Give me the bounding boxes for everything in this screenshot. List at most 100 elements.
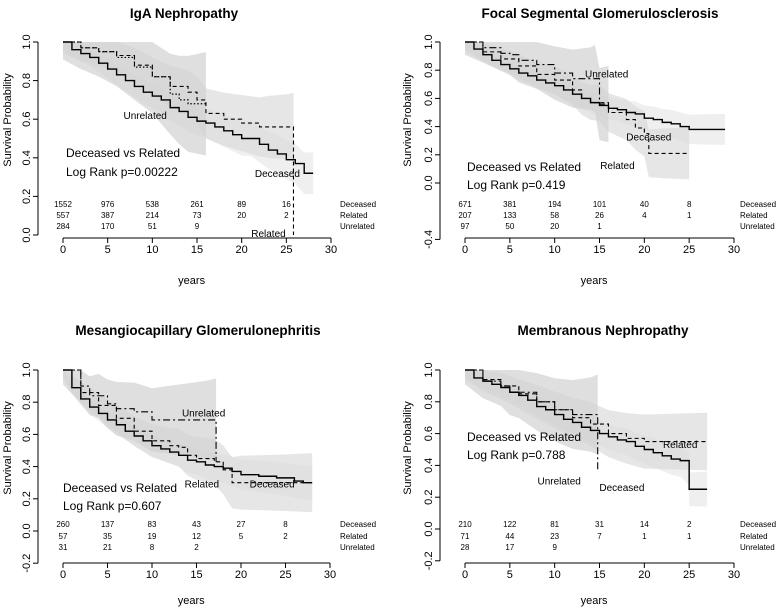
y-tick-label: -0.2 (21, 554, 33, 573)
risk-table: 1552 976 538 261 89 16 Deceased 557 387 214 73 20 2 R… (54, 200, 376, 231)
x-tick-label: 0 (462, 569, 468, 581)
y-tick-label: 0.2 (21, 189, 33, 204)
y-tick-label: 0.6 (21, 427, 33, 442)
x-tick-label: 20 (638, 569, 650, 581)
risk-count: 35 (103, 532, 112, 541)
risk-count: 17 (505, 543, 514, 552)
series-line-unrelated (465, 369, 599, 472)
y-tick-label: 1.0 (21, 34, 33, 49)
y-tick-label: 0.2 (423, 147, 435, 162)
y-tick-label: 0.4 (423, 119, 435, 134)
chart-panel-2: Focal Segmental Glomerulosclerosis -0.4 0.… (402, 6, 776, 287)
risk-count: 170 (101, 222, 115, 231)
risk-count: 5 (239, 532, 244, 541)
log-rank-label: Log Rank p=0.419 (467, 178, 566, 192)
risk-row-name: Related (340, 211, 368, 220)
x-tick-label: 30 (325, 244, 337, 256)
chart-panel-1: IgA Nephropathy 0.0 0.2 0.4 0.6 0.8 1.0 Surviva… (2, 6, 376, 287)
risk-count: 1552 (54, 200, 72, 209)
risk-count: 50 (505, 222, 514, 231)
x-axis-label: years (581, 595, 608, 607)
risk-count: 57 (59, 532, 68, 541)
curve-label: Unrelated (182, 409, 225, 420)
curve-label: Unrelated (124, 111, 167, 122)
risk-count: 21 (103, 543, 112, 552)
x-axis: 0 5 10 15 20 25 30 (60, 562, 336, 581)
x-tick-label: 15 (190, 569, 202, 581)
confidence-band (63, 370, 217, 506)
y-tick-label: 0.4 (21, 459, 33, 474)
risk-count: 207 (458, 211, 472, 220)
risk-count: 20 (237, 211, 246, 220)
comparison-label: Deceased vs Related (66, 146, 180, 160)
risk-row-name: Deceased (340, 200, 376, 209)
risk-count: 122 (503, 520, 517, 529)
curve-label: Related (663, 440, 697, 451)
risk-count: 28 (461, 543, 470, 552)
risk-count: 260 (56, 520, 70, 529)
x-tick-label: 0 (462, 244, 468, 256)
risk-count: 538 (146, 200, 160, 209)
y-tick-label: 0.8 (21, 395, 33, 410)
risk-count: 97 (461, 222, 470, 231)
confidence-bands (465, 42, 726, 180)
x-tick-label: 5 (507, 569, 513, 581)
risk-count: 194 (548, 200, 562, 209)
y-axis: 0.0 0.2 0.4 0.6 0.8 1.0 (21, 34, 39, 243)
y-tick-label: 0.8 (423, 63, 435, 78)
confidence-band (63, 42, 206, 156)
x-tick-label: 15 (593, 244, 605, 256)
risk-count: 2 (194, 543, 199, 552)
confidence-band (465, 370, 598, 515)
x-tick-label: 10 (146, 569, 158, 581)
risk-count: 9 (195, 222, 200, 231)
risk-count: 81 (550, 520, 559, 529)
comparison-label: Deceased vs Related (63, 481, 177, 495)
x-tick-label: 5 (104, 569, 110, 581)
series-line-unrelated (465, 41, 609, 105)
series-line-deceased (63, 369, 313, 484)
x-tick-label: 5 (105, 244, 111, 256)
risk-count: 58 (550, 211, 559, 220)
risk-row-name: Deceased (740, 200, 776, 209)
y-axis-label: Survival Probability (2, 73, 14, 167)
risk-count: 71 (461, 532, 470, 541)
risk-row-name: Unrelated (340, 543, 375, 552)
log-rank-label: Log Rank p=0.788 (467, 448, 566, 462)
series-line-deceased (465, 41, 726, 131)
y-axis: -0.2 0.0 0.2 0.4 0.6 0.8 1.0 (423, 362, 441, 570)
risk-count: 1 (687, 532, 692, 541)
y-tick-label: 1.0 (21, 362, 33, 377)
y-tick-label: 0.6 (423, 426, 435, 441)
risk-count: 89 (237, 200, 246, 209)
x-tick-label: 15 (593, 569, 605, 581)
risk-count: 8 (150, 543, 155, 552)
risk-count: 8 (687, 200, 692, 209)
curve-label: Related (600, 161, 634, 172)
y-axis-label: Survival Probability (2, 401, 14, 495)
x-tick-label: 30 (728, 569, 740, 581)
risk-table: 260 137 83 43 27 8 Deceased 57 35 19 12 5 2 Related 31… (56, 520, 376, 552)
risk-count: 83 (148, 520, 157, 529)
series-line-unrelated (63, 369, 217, 462)
y-tick-label: 0.4 (21, 150, 33, 165)
risk-count: 31 (59, 543, 68, 552)
confidence-band (465, 42, 609, 143)
log-rank-label: Log Rank p=0.607 (63, 499, 162, 513)
risk-count: 101 (593, 200, 607, 209)
risk-count: 8 (283, 520, 288, 529)
comparison-label: Deceased vs Related (467, 430, 581, 444)
y-axis-label: Survival Probability (402, 73, 414, 167)
x-axis-label: years (178, 595, 205, 607)
y-tick-label: 1.0 (423, 362, 435, 377)
risk-count: 40 (640, 200, 649, 209)
risk-row-name: Related (340, 532, 368, 541)
series-line-unrelated (63, 41, 206, 105)
risk-count: 7 (597, 532, 602, 541)
risk-count: 387 (101, 211, 115, 220)
risk-count: 557 (56, 211, 70, 220)
risk-count: 1 (597, 222, 602, 231)
x-tick-label: 10 (146, 244, 158, 256)
